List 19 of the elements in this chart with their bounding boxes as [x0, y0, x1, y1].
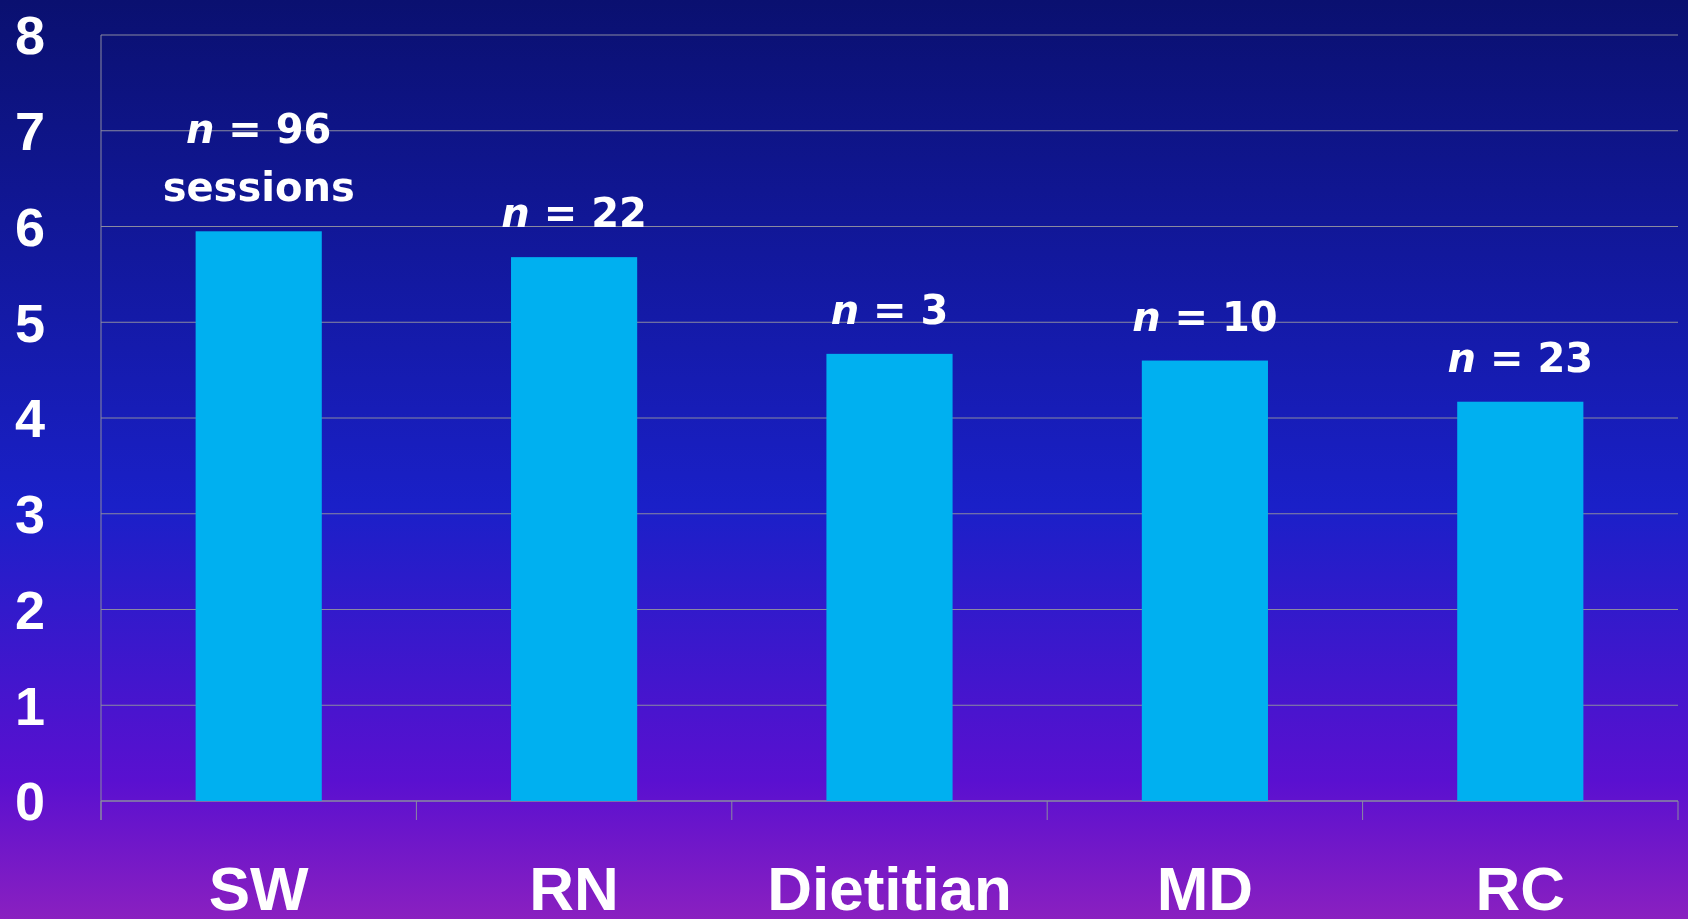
x-tick-label: SW	[208, 854, 310, 919]
x-tick-label: RN	[529, 854, 619, 919]
annotation: n = 23	[1447, 334, 1594, 381]
y-tick-label: 7	[14, 101, 46, 162]
y-tick-label: 3	[14, 484, 46, 545]
x-tick-label: MD	[1156, 854, 1254, 919]
annotation: n = 96 sessions	[162, 106, 355, 211]
annotation: n = 3	[830, 286, 949, 333]
y-tick-label: 0	[14, 771, 46, 832]
x-tick-label: Dietitian	[767, 854, 1012, 919]
y-tick-label: 6	[14, 196, 46, 257]
y-tick-label: 4	[14, 388, 46, 449]
y-tick-label: 8	[14, 5, 46, 66]
x-tick-label: RC	[1475, 854, 1566, 919]
y-tick-label: 1	[14, 675, 46, 736]
y-tick-label: 2	[14, 579, 46, 640]
annotation: n = 22	[501, 190, 647, 237]
y-tick-label: 5	[14, 292, 46, 353]
annotation: n = 10	[1132, 293, 1278, 340]
